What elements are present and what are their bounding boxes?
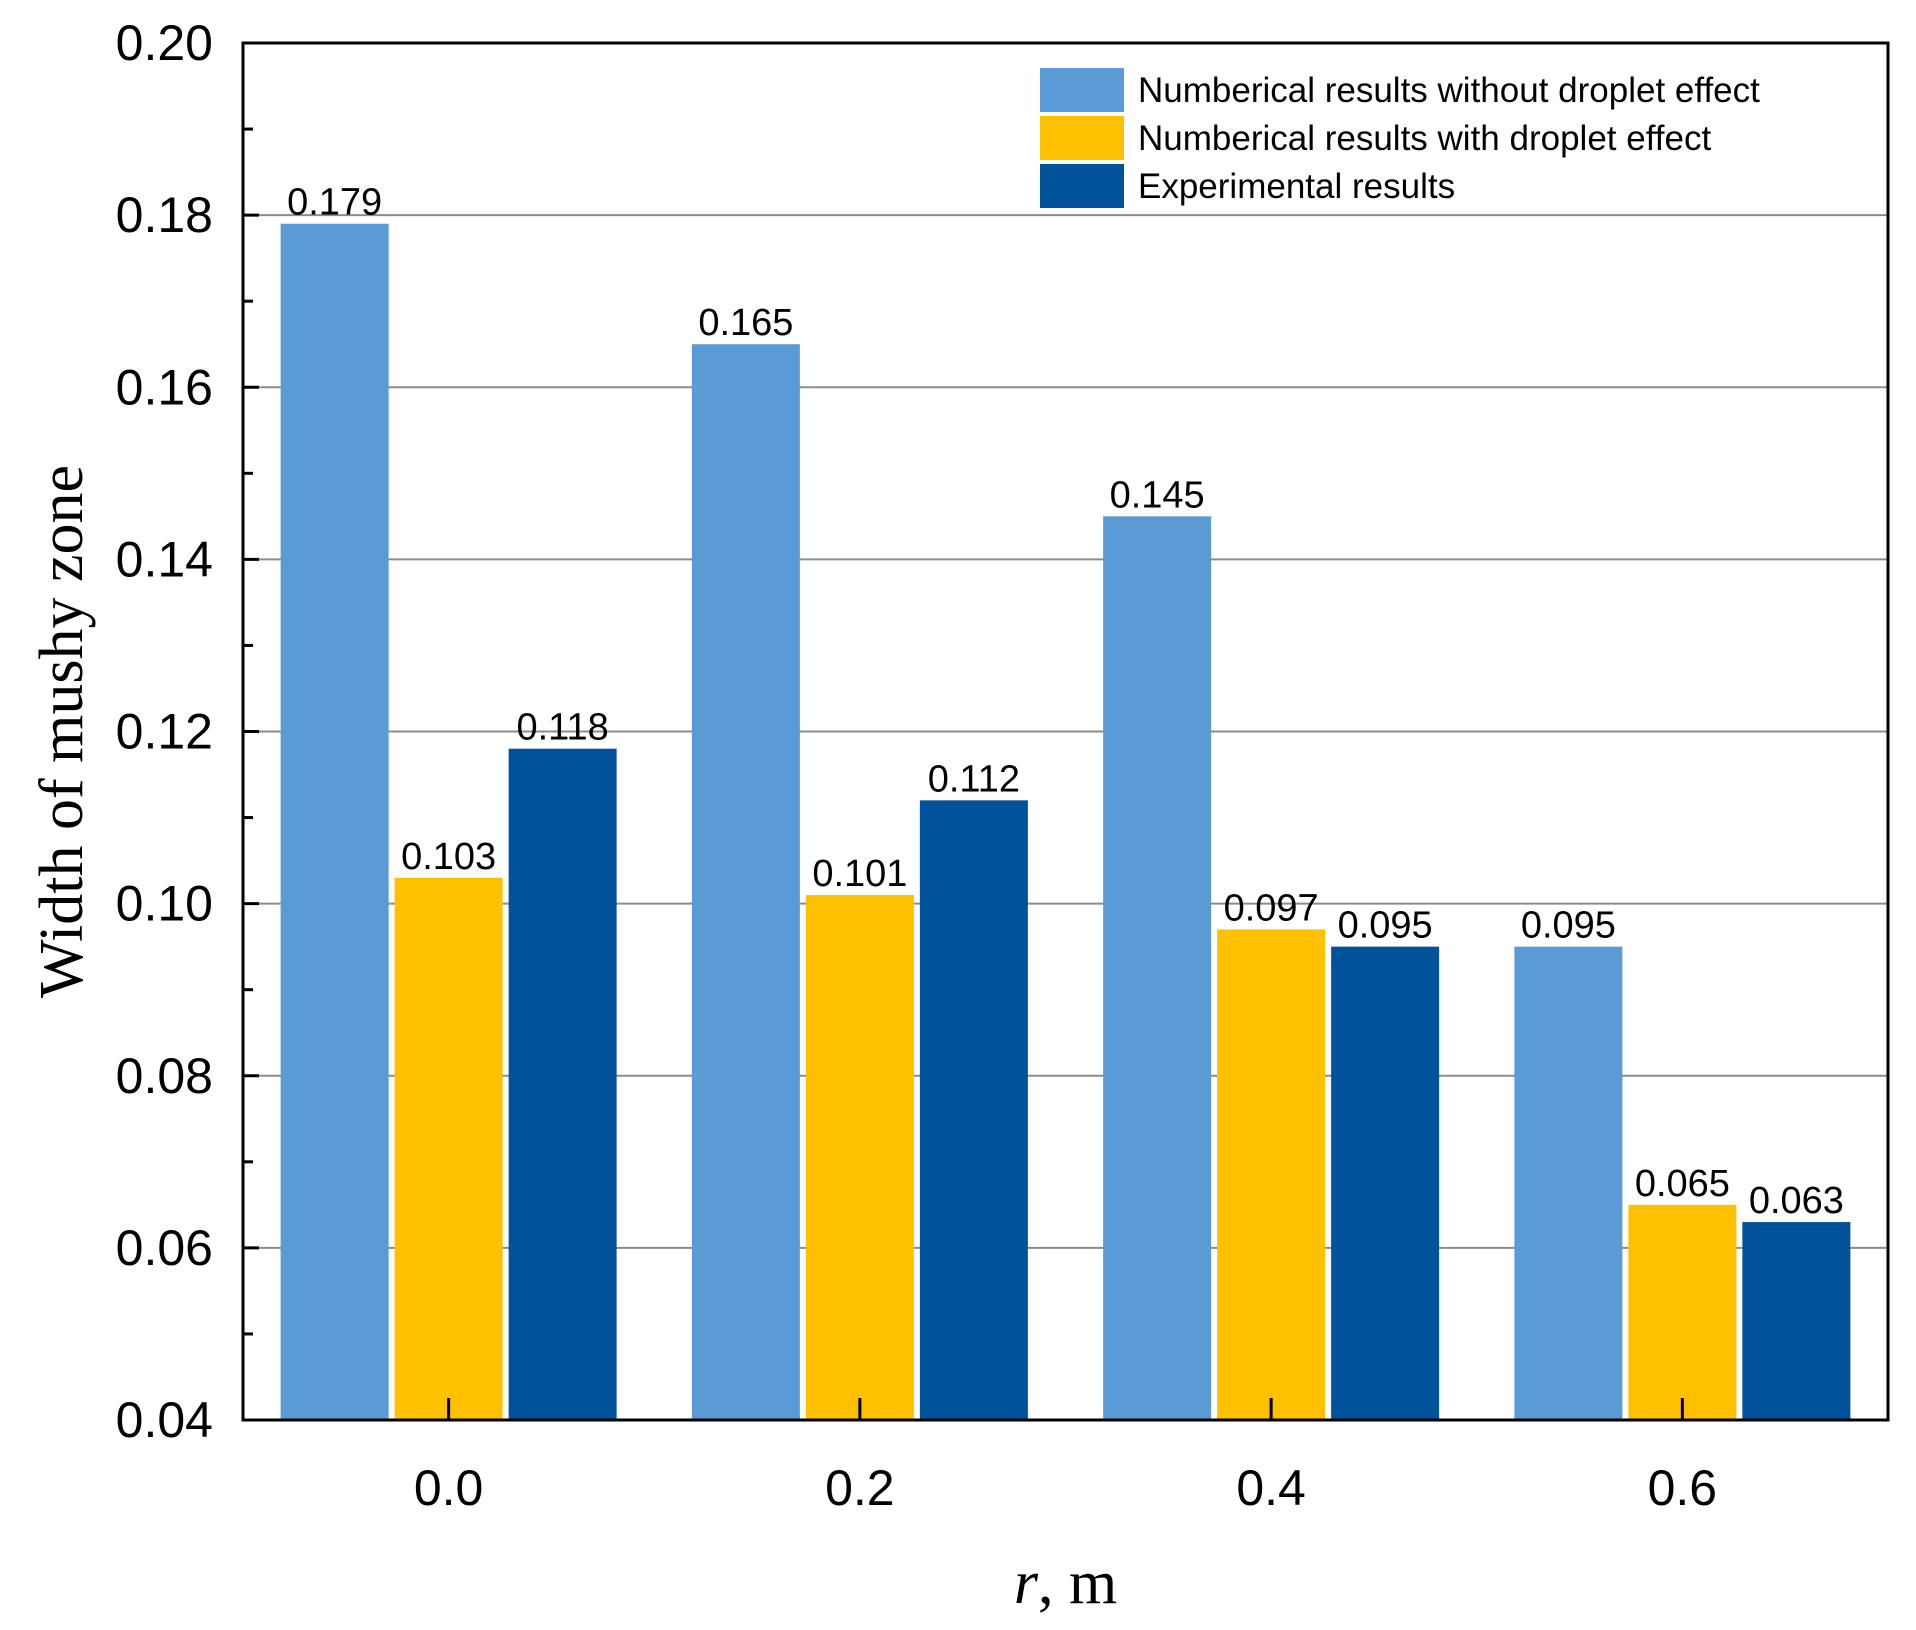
data-label: 0.103 <box>401 836 496 878</box>
y-tick-label: 0.08 <box>116 1048 213 1104</box>
legend: Numberical results without droplet effec… <box>1040 68 1760 208</box>
y-tick-label: 0.14 <box>116 531 213 587</box>
legend-label: Numberical results with droplet effect <box>1138 119 1711 158</box>
y-tick-label: 0.16 <box>116 359 213 415</box>
data-label: 0.112 <box>928 758 1020 800</box>
y-tick-label: 0.04 <box>116 1392 213 1448</box>
x-tick-label: 0.6 <box>1648 1460 1718 1516</box>
bar <box>1628 1204 1737 1420</box>
bar <box>280 223 389 1421</box>
data-label: 0.179 <box>287 182 382 224</box>
y-axis-title: Width of mushy zone <box>28 465 96 998</box>
data-label: 0.097 <box>1224 887 1319 929</box>
bar <box>1514 946 1623 1420</box>
bar <box>1331 946 1440 1420</box>
bar <box>919 800 1028 1420</box>
x-tick-label: 0.4 <box>1236 1460 1306 1516</box>
data-label: 0.118 <box>516 707 608 749</box>
bar <box>805 895 914 1420</box>
data-label: 0.101 <box>812 853 907 895</box>
y-tick-label: 0.18 <box>116 187 213 243</box>
y-tick-label: 0.12 <box>116 704 213 760</box>
data-labels: 0.179 0.103 0.118 0.165 0.101 0.112 0.145 0.097… <box>287 182 1844 1222</box>
axes: 0.04 0.06 0.08 0.10 0.12 0.14 0.16 0.18 0.20 0.0 0… <box>116 15 1717 1516</box>
bar <box>508 748 617 1420</box>
y-tick-label: 0.10 <box>116 876 213 932</box>
y-tick-label: 0.06 <box>116 1220 213 1276</box>
bar <box>394 877 503 1420</box>
bar <box>1103 516 1212 1420</box>
data-label: 0.065 <box>1635 1163 1730 1205</box>
x-axis-variable: r <box>1014 1549 1039 1617</box>
legend-swatch <box>1040 164 1124 208</box>
x-tick-label: 0.0 <box>414 1460 484 1516</box>
data-label: 0.063 <box>1749 1180 1844 1222</box>
bar <box>1742 1222 1851 1420</box>
legend-label: Numberical results without droplet effec… <box>1138 71 1760 110</box>
data-label: 0.165 <box>698 302 793 344</box>
data-label: 0.095 <box>1521 905 1616 947</box>
legend-swatch <box>1040 68 1124 112</box>
x-axis-title: r, m <box>1014 1549 1117 1617</box>
bar <box>691 344 800 1420</box>
bar <box>1217 929 1326 1420</box>
bars <box>280 223 1851 1421</box>
legend-label: Experimental results <box>1138 167 1455 206</box>
data-label: 0.095 <box>1338 905 1433 947</box>
x-tick-label: 0.2 <box>825 1460 895 1516</box>
legend-swatch <box>1040 116 1124 160</box>
data-label: 0.145 <box>1110 474 1205 516</box>
x-axis-unit: , m <box>1038 1549 1117 1617</box>
y-tick-label: 0.20 <box>116 15 213 71</box>
